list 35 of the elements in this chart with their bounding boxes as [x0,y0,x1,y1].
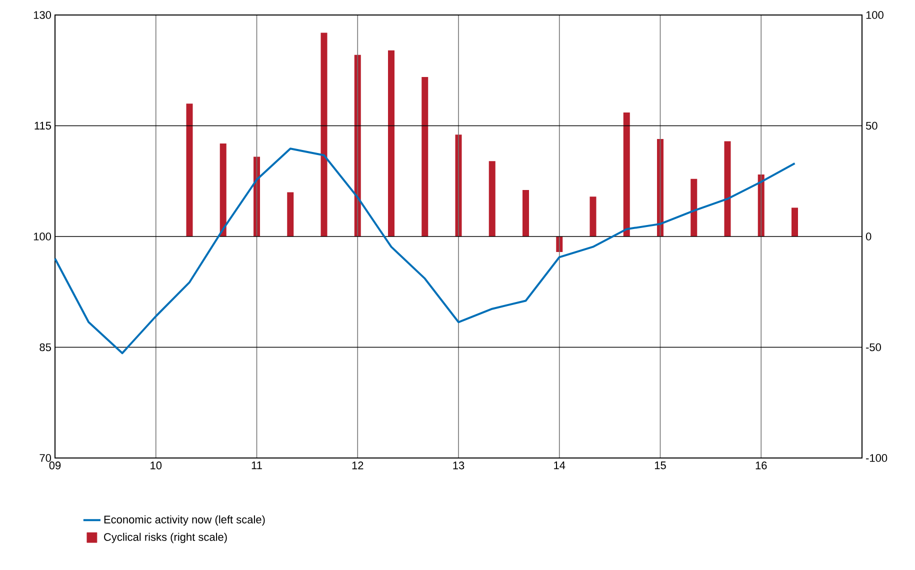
x-tick-label: 09 [49,462,61,470]
y-tick-label: 100 [34,232,52,240]
y2-tick-label: 50 [866,122,878,130]
y-tick-label: 130 [34,11,52,19]
bar [320,32,328,236]
legend-label: Economic activity now (left scale) [104,515,265,526]
x-tick-label: 10 [150,462,162,470]
y-tick-label: 115 [34,122,51,130]
x-tick-label: 14 [554,462,566,470]
y2-tick-label: 0 [866,232,872,240]
y2-tick-label: -100 [866,454,888,462]
bar [724,141,731,236]
x-tick-label: 16 [756,462,767,470]
x-tick-label: 15 [654,462,666,470]
bar [657,139,664,236]
y2-tick-label: 100 [866,11,884,19]
bar [623,112,630,236]
bar [422,77,428,236]
legend-label: Cyclical risks (right scale) [104,532,227,544]
bar [690,178,698,236]
y2-tick-label: -50 [866,343,881,352]
line-series [54,148,796,354]
bar [488,161,496,236]
bar [388,50,394,236]
bar [186,104,193,236]
y-tick-label: 85 [40,343,51,352]
bar [220,143,226,236]
x-tick-label: 11 [252,462,262,470]
y-tick-label: 70 [40,454,52,462]
x-tick-label: 13 [453,462,464,470]
bar [792,208,798,236]
x-tick-label: 12 [352,462,364,470]
bar [522,190,530,236]
bar [590,196,596,236]
bar [287,192,294,236]
